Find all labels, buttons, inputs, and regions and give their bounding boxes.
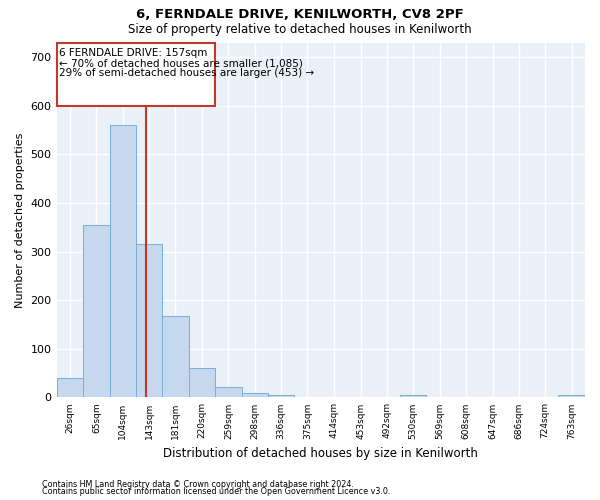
FancyBboxPatch shape — [56, 42, 215, 106]
Bar — [188, 368, 215, 398]
Text: Contains HM Land Registry data © Crown copyright and database right 2024.: Contains HM Land Registry data © Crown c… — [42, 480, 354, 489]
Bar — [268, 395, 294, 398]
Bar — [56, 378, 83, 398]
Text: Contains public sector information licensed under the Open Government Licence v3: Contains public sector information licen… — [42, 488, 391, 496]
X-axis label: Distribution of detached houses by size in Kenilworth: Distribution of detached houses by size … — [163, 447, 478, 460]
Text: 29% of semi-detached houses are larger (453) →: 29% of semi-detached houses are larger (… — [59, 68, 314, 78]
Bar — [136, 244, 162, 398]
Text: 6 FERNDALE DRIVE: 157sqm: 6 FERNDALE DRIVE: 157sqm — [59, 48, 208, 58]
Text: 6, FERNDALE DRIVE, KENILWORTH, CV8 2PF: 6, FERNDALE DRIVE, KENILWORTH, CV8 2PF — [136, 8, 464, 20]
Text: ← 70% of detached houses are smaller (1,085): ← 70% of detached houses are smaller (1,… — [59, 58, 303, 68]
Bar — [559, 395, 585, 398]
Bar — [400, 395, 427, 398]
Bar — [215, 386, 242, 398]
Text: Size of property relative to detached houses in Kenilworth: Size of property relative to detached ho… — [128, 22, 472, 36]
Bar — [110, 125, 136, 398]
Y-axis label: Number of detached properties: Number of detached properties — [15, 132, 25, 308]
Bar — [162, 316, 188, 398]
Bar — [83, 225, 110, 398]
Bar — [242, 392, 268, 398]
